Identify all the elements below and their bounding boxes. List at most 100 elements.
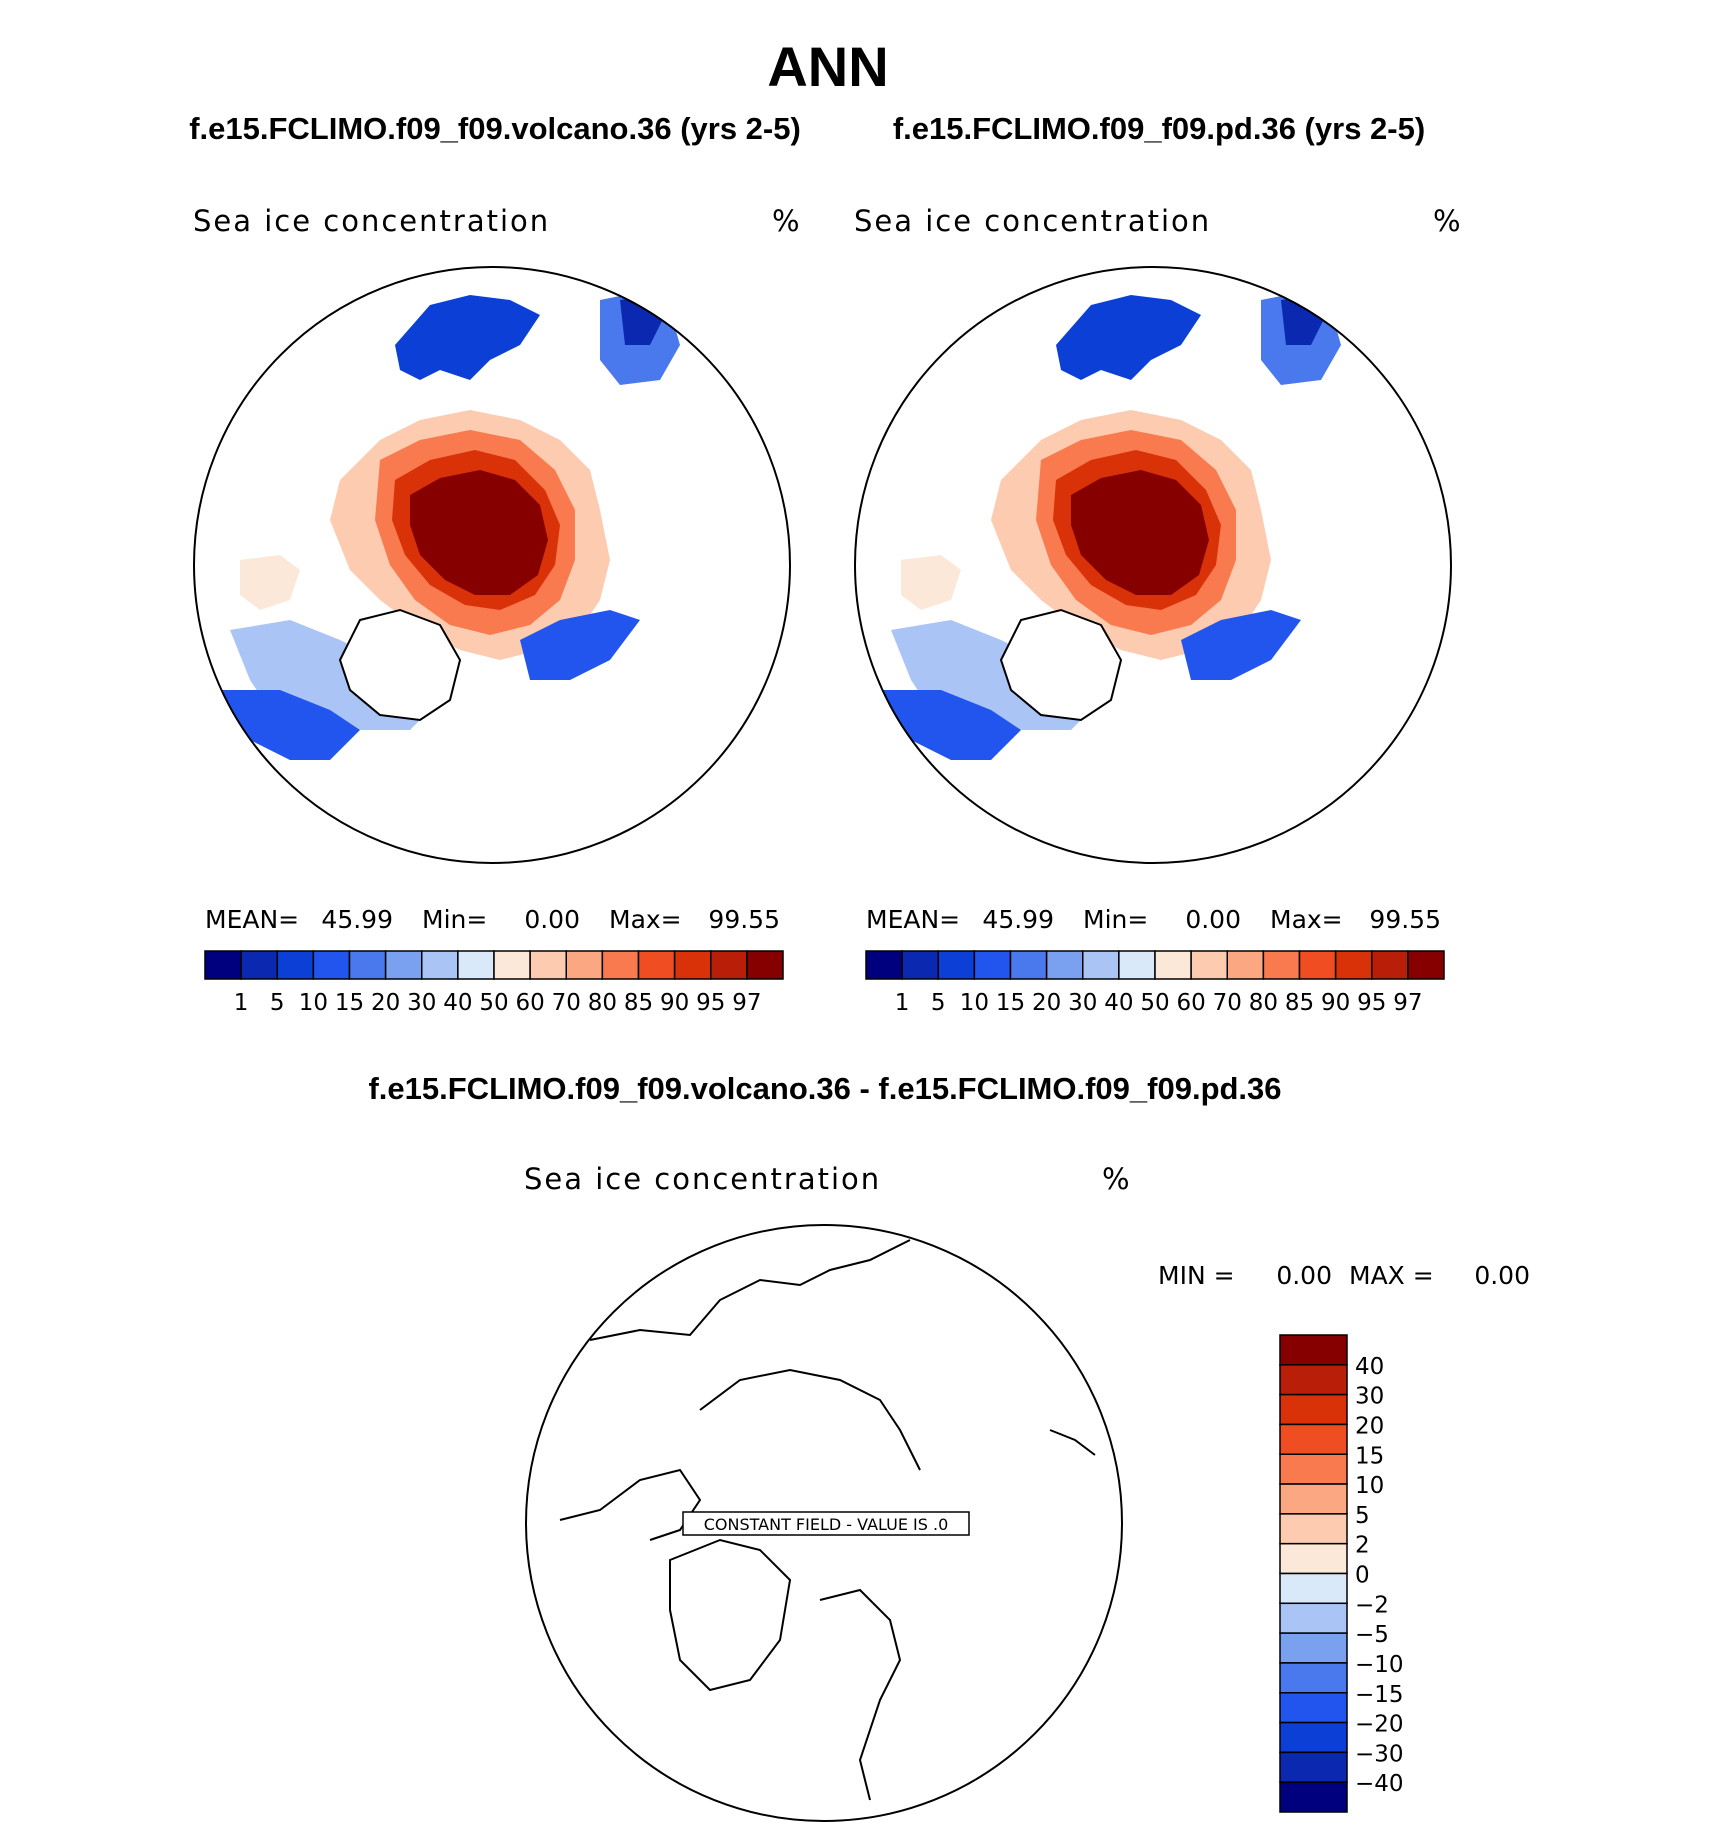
diff-colorbar-tick-label: 5	[1355, 1503, 1370, 1529]
panel2-colorbar-tick-label: 95	[1357, 990, 1386, 1016]
panel2-min-label: Min=	[1083, 905, 1148, 934]
panel2-title: f.e15.FCLIMO.f09_f09.pd.36 (yrs 2-5)	[893, 111, 1425, 146]
panel2-colorbar-tick-label: 60	[1176, 990, 1205, 1016]
diff-colorbar-swatch	[1279, 1692, 1348, 1724]
constant-field-box	[682, 1511, 970, 1536]
panel1-colorbar-tick-label: 30	[407, 990, 436, 1016]
panel2-colorbar-swatch	[1407, 950, 1445, 980]
diff-colorbar-tick-label: −10	[1355, 1652, 1404, 1678]
diff-variable: Sea ice concentration	[524, 1162, 881, 1196]
panel1-colorbar-tick-label: 1	[234, 990, 249, 1016]
panel2-colorbar-swatch	[1045, 950, 1084, 980]
panel2-colorbar-tick-label: 80	[1249, 990, 1278, 1016]
diff-colorbar-tick-label: 20	[1355, 1413, 1384, 1439]
panel1-colorbar-tick-label: 80	[588, 990, 617, 1016]
panel1-title: f.e15.FCLIMO.f09_f09.volcano.36 (yrs 2-5…	[189, 111, 801, 146]
panel1-min-label: Min=	[422, 905, 487, 934]
diff-colorbar-tick-label: −20	[1355, 1712, 1404, 1738]
panel2-max-value: 99.55	[1369, 905, 1441, 934]
diff-colorbar-tick-label: 15	[1355, 1443, 1384, 1469]
diff-colorbar-tick-label: −2	[1355, 1592, 1389, 1618]
panel1-colorbar-swatch	[384, 950, 423, 980]
panel1-colorbar-swatch	[710, 950, 748, 980]
panel2-colorbar-swatch	[1298, 950, 1337, 980]
panel2-colorbar-tick-label: 10	[960, 990, 989, 1016]
panel2-colorbar-swatch	[901, 950, 939, 980]
diff-colorbar-swatch	[1279, 1662, 1348, 1694]
panel1-colorbar-swatch	[348, 950, 387, 980]
diff-colorbar-swatch	[1279, 1513, 1348, 1545]
panel2-min-value: 0.00	[1185, 905, 1241, 934]
panel1-colorbar-swatch	[529, 950, 567, 980]
panel2-colorbar-swatch	[1371, 950, 1409, 980]
panel-2: Sea ice concentration % MEAN= 45.99 Mi	[854, 204, 1461, 1016]
panel2-colorbar-swatch	[1334, 950, 1373, 980]
diff-colorbar-tick-label: 0	[1355, 1563, 1370, 1589]
panel2-max-label: Max=	[1270, 905, 1343, 934]
panel1-colorbar-swatch	[276, 950, 315, 980]
panel2-map	[854, 266, 1452, 864]
diff-colorbar-swatch	[1279, 1781, 1348, 1813]
diff-colorbar-swatch	[1279, 1721, 1348, 1754]
diff-title: f.e15.FCLIMO.f09_f09.volcano.36 - f.e15.…	[368, 1071, 1281, 1106]
panel1-colorbar-swatch	[746, 950, 784, 980]
panel1-colorbar-tick-label: 15	[335, 990, 364, 1016]
diff-colorbar-tick-label: 40	[1355, 1354, 1384, 1380]
panel2-colorbar-tick-label: 70	[1213, 990, 1242, 1016]
diff-colorbar-tick-label: −15	[1355, 1682, 1404, 1708]
diff-coastlines	[559, 1239, 1096, 1801]
panel2-colorbar-swatch	[937, 950, 976, 980]
diff-max-value: 0.00	[1474, 1261, 1530, 1290]
panel1-colorbar-tick-label: 20	[371, 990, 400, 1016]
panel1-colorbar-swatch	[637, 950, 676, 980]
panel2-colorbar-swatch	[865, 950, 903, 980]
panel2-mean-label: MEAN=	[866, 905, 960, 934]
panel1-colorbar: 1 5 10 15 20 30 40 50 60 70 80 85 90 95 97	[204, 950, 784, 1016]
panel1-colorbar-tick-label: 40	[443, 990, 472, 1016]
diff-colorbar-tick-label: 30	[1355, 1384, 1384, 1410]
panel1-colorbar-tick-label: 70	[552, 990, 581, 1016]
panel2-mean-value: 45.99	[982, 905, 1054, 934]
panel1-colorbar-swatch	[457, 950, 495, 980]
diff-colorbar-tick-label: 10	[1355, 1473, 1384, 1499]
panel2-colorbar-tick-label: 1	[895, 990, 910, 1016]
panel1-max-label: Max=	[609, 905, 682, 934]
diff-colorbar-swatch	[1279, 1423, 1348, 1455]
diff-colorbar-swatch	[1279, 1572, 1348, 1605]
panel1-mean-value: 45.99	[321, 905, 393, 934]
main-title: ANN	[767, 35, 888, 98]
panel2-variable: Sea ice concentration	[854, 204, 1211, 238]
diff-colorbar-tick-label: 2	[1355, 1533, 1370, 1559]
diff-units: %	[1102, 1162, 1132, 1196]
diff-colorbar-swatch	[1279, 1632, 1348, 1664]
panel1-colorbar-tick-label: 90	[660, 990, 689, 1016]
panel2-colorbar-swatch	[1009, 950, 1048, 980]
panel1-colorbar-tick-label: 10	[299, 990, 328, 1016]
panel2-colorbar-swatch	[973, 950, 1012, 980]
panel2-colorbar-tick-label: 20	[1032, 990, 1061, 1016]
panel1-max-value: 99.55	[708, 905, 780, 934]
diff-colorbar-swatch	[1279, 1542, 1348, 1575]
panel2-colorbar-tick-label: 97	[1393, 990, 1422, 1016]
panel2-colorbar-swatch	[1154, 950, 1192, 980]
panel1-colorbar-tick-label: 95	[696, 990, 725, 1016]
diff-colorbar-tick-label: −40	[1355, 1771, 1404, 1797]
panel2-colorbar-swatch	[1190, 950, 1228, 980]
panel2-colorbar-tick-label: 15	[996, 990, 1025, 1016]
diff-colorbar-swatch	[1279, 1602, 1348, 1634]
panel2-colorbar-tick-label: 90	[1321, 990, 1350, 1016]
panel1-units: %	[772, 204, 802, 238]
panel1-colorbar-swatch	[565, 950, 604, 980]
diff-colorbar-swatch	[1279, 1393, 1348, 1426]
panel1-min-value: 0.00	[524, 905, 580, 934]
panel2-colorbar-swatch	[1262, 950, 1301, 980]
panel2-colorbar-tick-label: 5	[931, 990, 946, 1016]
panel2-colorbar-swatch	[1118, 950, 1156, 980]
panel1-colorbar-swatch	[312, 950, 351, 980]
diff-panel: Sea ice concentration % CONSTANT FIELD -…	[524, 1162, 1530, 1822]
diff-colorbar-tick-label: −5	[1355, 1622, 1389, 1648]
diff-colorbar-swatch	[1279, 1334, 1348, 1366]
diff-min-value: 0.00	[1276, 1261, 1332, 1290]
